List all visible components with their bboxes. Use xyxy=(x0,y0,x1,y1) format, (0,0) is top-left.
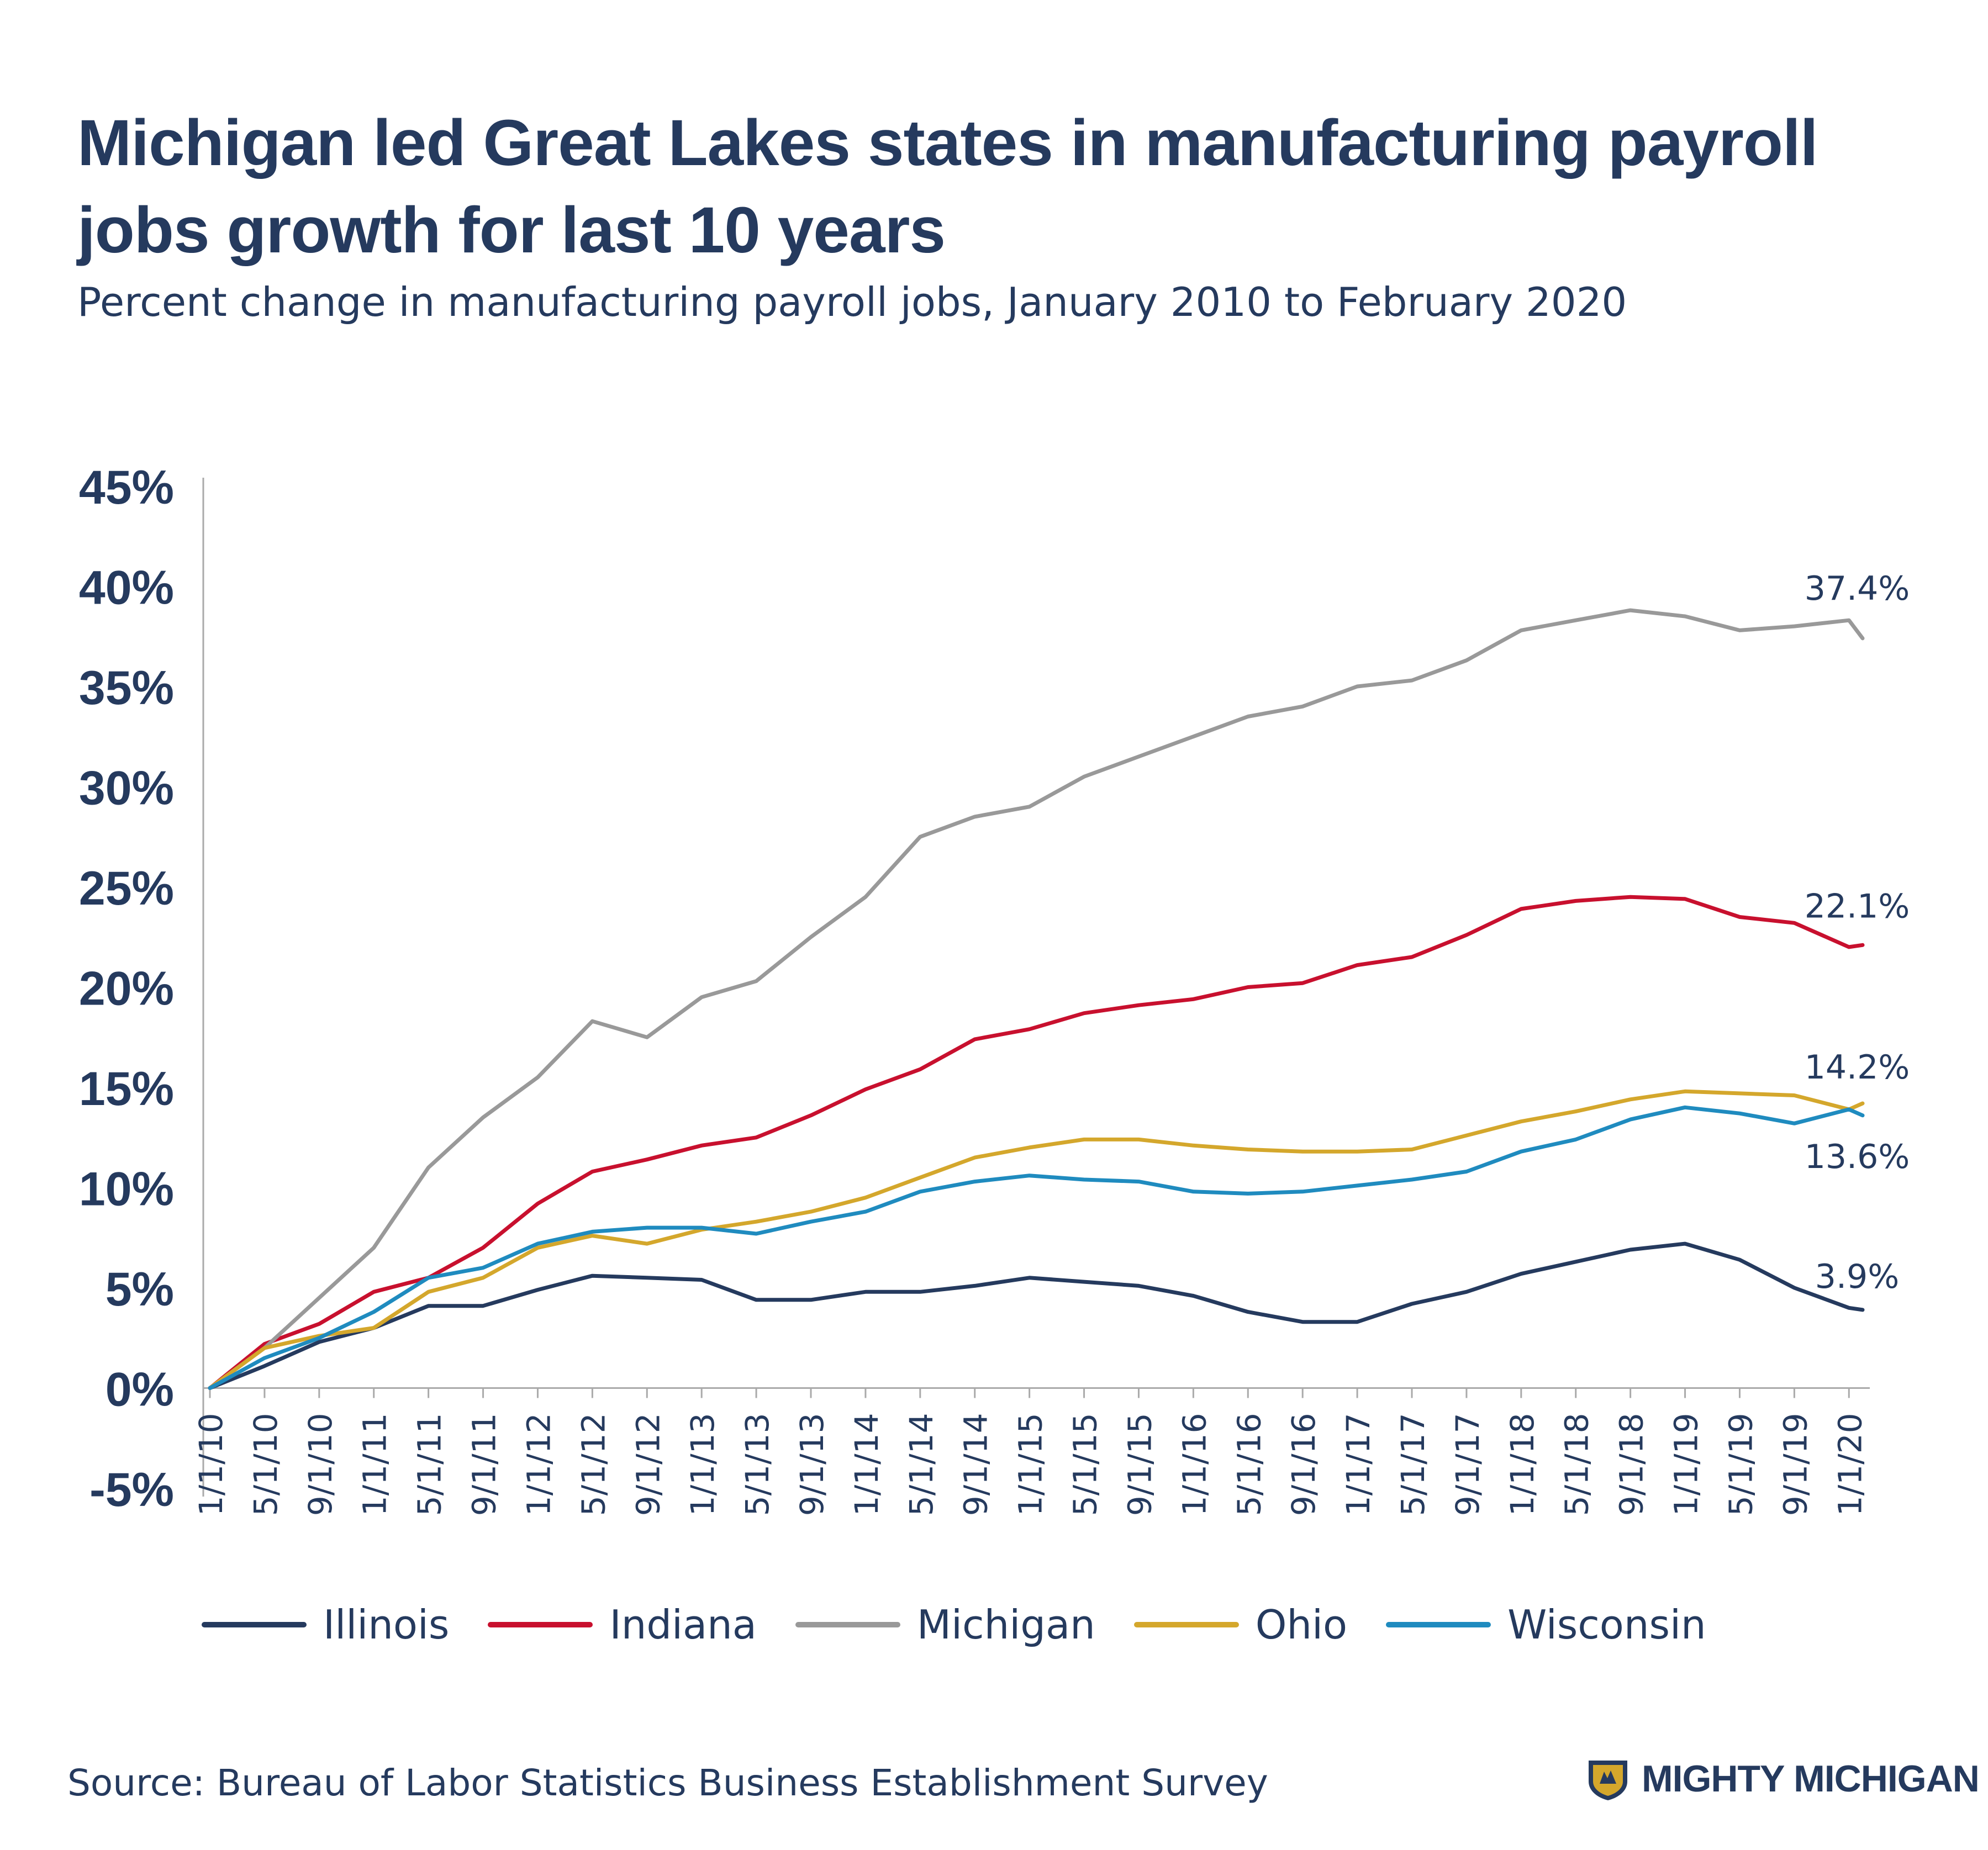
end-label-michigan: 37.4% xyxy=(1805,569,1910,608)
end-label-wisconsin: 13.6% xyxy=(1805,1138,1910,1176)
x-tick-label: 9/1/11 xyxy=(466,1413,503,1516)
x-tick-label: 9/1/13 xyxy=(793,1413,831,1516)
end-label-indiana: 22.1% xyxy=(1805,887,1910,926)
end-label-illinois: 3.9% xyxy=(1815,1257,1899,1296)
series-line-michigan xyxy=(208,608,1865,1390)
x-tick-label: 1/1/14 xyxy=(848,1413,885,1516)
legend-item-wisconsin: Wisconsin xyxy=(1386,1601,1706,1648)
y-tick-label: 25% xyxy=(79,862,174,915)
legend-item-illinois: Illinois xyxy=(202,1601,449,1648)
x-tick-label: 9/1/15 xyxy=(1121,1413,1158,1516)
series-line-ohio xyxy=(208,1089,1865,1390)
series-line-indiana xyxy=(208,895,1865,1390)
series-line-wisconsin xyxy=(208,1105,1865,1390)
x-tick-label: 1/1/16 xyxy=(1175,1413,1213,1516)
y-tick-label: -5% xyxy=(89,1463,174,1516)
x-tick-label: 1/1/12 xyxy=(520,1413,557,1516)
y-tick-label: 5% xyxy=(106,1263,174,1316)
source-note: Source: Bureau of Labor Statistics Busin… xyxy=(67,1762,1268,1804)
series-layer xyxy=(208,608,1865,1390)
x-tick-label: 5/1/15 xyxy=(1067,1413,1104,1516)
brand-logo: MIGHTY MICHIGAN xyxy=(1585,1756,1980,1801)
chart-axes: -5% 0% 5% 10% 15% 20% 25% 30% 35% 40% 45% 1/1/10 5/1… xyxy=(79,461,1870,1516)
y-tick-label: 35% xyxy=(79,662,174,715)
legend-item-indiana: Indiana xyxy=(488,1601,757,1648)
x-tick-label: 5/1/12 xyxy=(574,1413,612,1516)
chart-subtitle: Percent change in manufacturing payroll … xyxy=(77,279,1627,325)
x-tick-label: 1/1/10 xyxy=(192,1413,230,1516)
x-tick-label: 1/1/11 xyxy=(356,1413,394,1516)
x-tick-label: 5/1/13 xyxy=(739,1413,776,1516)
y-tick-label: 20% xyxy=(79,963,174,1016)
y-tick-label: 45% xyxy=(79,461,174,514)
x-tick-label: 1/1/18 xyxy=(1504,1413,1541,1516)
x-tick-label: 1/1/13 xyxy=(684,1413,721,1516)
y-tick-label: 0% xyxy=(106,1363,174,1416)
x-tick-label: 9/1/10 xyxy=(302,1413,339,1516)
y-tick-label: 15% xyxy=(79,1063,174,1116)
y-tick-label: 30% xyxy=(79,762,174,815)
x-tick-label: 9/1/18 xyxy=(1613,1413,1650,1516)
x-tick-label: 5/1/14 xyxy=(903,1413,940,1516)
x-tick-label: 9/1/12 xyxy=(629,1413,667,1516)
x-tick-label: 5/1/17 xyxy=(1394,1413,1432,1516)
x-tick-label: 9/1/19 xyxy=(1776,1413,1814,1516)
legend-label: Wisconsin xyxy=(1507,1601,1706,1648)
x-tick-label: 1/1/15 xyxy=(1012,1413,1050,1516)
x-tick-label: 1/1/20 xyxy=(1831,1413,1869,1516)
legend-label: Illinois xyxy=(323,1601,450,1648)
legend-item-ohio: Ohio xyxy=(1133,1601,1348,1648)
legend-swatch xyxy=(488,1622,593,1627)
x-tick-label: 5/1/16 xyxy=(1230,1413,1268,1516)
legend-swatch xyxy=(1386,1622,1491,1627)
x-tick-label: 1/1/17 xyxy=(1340,1413,1377,1516)
legend-swatch xyxy=(795,1622,900,1627)
end-labels: 3.9% 22.1% 37.4% 14.2% 13.6% xyxy=(1805,569,1910,1296)
x-tick-label: 9/1/17 xyxy=(1449,1413,1486,1516)
line-chart: -5% 0% 5% 10% 15% 20% 25% 30% 35% 40% 45% 1/1/10 5/1… xyxy=(79,461,1910,1516)
end-label-ohio: 14.2% xyxy=(1805,1048,1910,1087)
legend-swatch xyxy=(1133,1622,1239,1627)
y-tick-label: 10% xyxy=(79,1163,174,1216)
x-tick-label: 9/1/14 xyxy=(957,1413,995,1516)
legend-item-michigan: Michigan xyxy=(795,1601,1095,1648)
x-tick-label: 5/1/19 xyxy=(1722,1413,1759,1516)
y-tick-label: 40% xyxy=(79,562,174,615)
x-tick-label: 5/1/18 xyxy=(1558,1413,1596,1516)
legend-label: Michigan xyxy=(916,1601,1095,1648)
shield-icon xyxy=(1589,1761,1627,1800)
legend-label: Ohio xyxy=(1255,1601,1348,1648)
series-line-illinois xyxy=(208,1241,1865,1390)
x-tick-label: 5/1/11 xyxy=(411,1413,449,1516)
x-tick-label: 9/1/16 xyxy=(1285,1413,1322,1516)
legend-label: Indiana xyxy=(609,1601,757,1648)
brand-text: MIGHTY MICHIGAN xyxy=(1642,1758,1980,1800)
legend-swatch xyxy=(202,1622,307,1627)
x-tick-label: 5/1/10 xyxy=(247,1413,284,1516)
x-tick-label: 1/1/19 xyxy=(1668,1413,1705,1516)
legend: Illinois Indiana Michigan Ohio Wisconsin xyxy=(202,1601,1745,1648)
chart-title: Michigan led Great Lakes states in manuf… xyxy=(77,107,1818,267)
